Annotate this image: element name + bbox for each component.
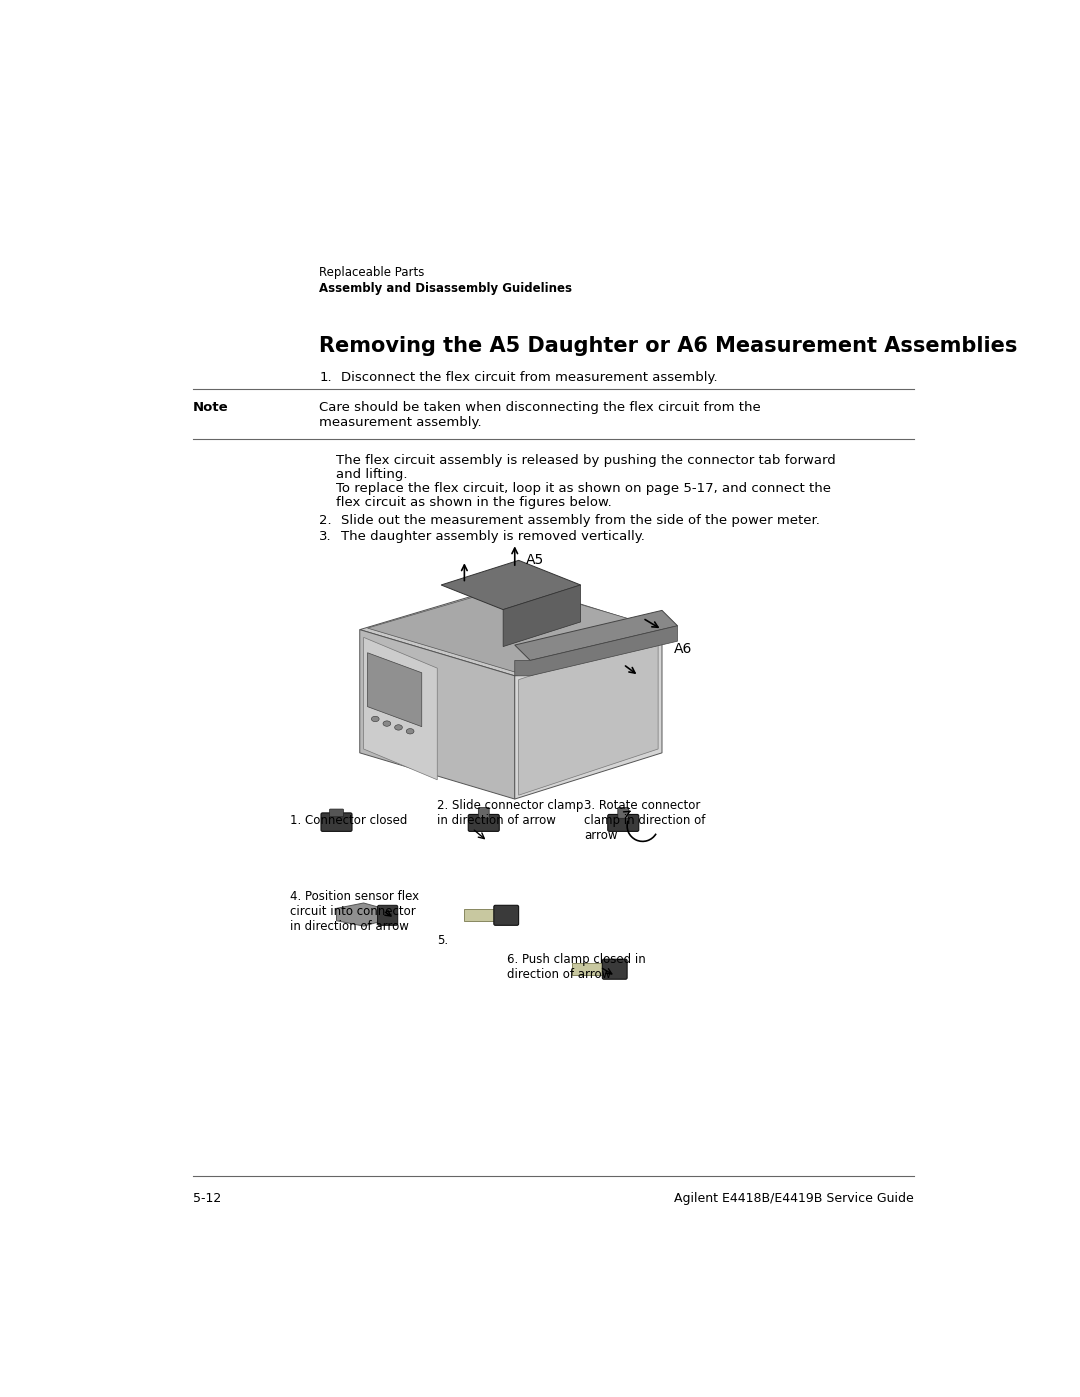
- Text: Assembly and Disassembly Guidelines: Assembly and Disassembly Guidelines: [320, 282, 572, 295]
- Polygon shape: [364, 637, 437, 780]
- Text: The daughter assembly is removed vertically.: The daughter assembly is removed vertica…: [341, 529, 645, 542]
- FancyBboxPatch shape: [469, 814, 499, 831]
- FancyBboxPatch shape: [378, 905, 397, 925]
- Polygon shape: [515, 630, 662, 799]
- Polygon shape: [337, 902, 383, 926]
- Text: Agilent E4418B/E4419B Service Guide: Agilent E4418B/E4419B Service Guide: [674, 1192, 914, 1204]
- Text: The flex circuit assembly is released by pushing the connector tab forward: The flex circuit assembly is released by…: [337, 454, 836, 467]
- Text: To replace the flex circuit, loop it as shown on page 5-17, and connect the: To replace the flex circuit, loop it as …: [337, 482, 832, 495]
- Polygon shape: [367, 652, 422, 726]
- Polygon shape: [515, 626, 677, 676]
- Text: 3.: 3.: [320, 529, 332, 542]
- Text: A6: A6: [674, 641, 692, 655]
- Text: flex circuit as shown in the figures below.: flex circuit as shown in the figures bel…: [337, 496, 612, 509]
- Text: 4. Position sensor flex
circuit into connector
in direction of arrow: 4. Position sensor flex circuit into con…: [291, 890, 419, 933]
- Ellipse shape: [406, 729, 414, 733]
- Text: Note: Note: [193, 401, 229, 414]
- Text: 3. Rotate connector
clamp in direction of
arrow: 3. Rotate connector clamp in direction o…: [584, 799, 706, 842]
- Text: 5.: 5.: [437, 933, 448, 947]
- Polygon shape: [360, 630, 515, 799]
- Text: Care should be taken when disconnecting the flex circuit from the
measurement as: Care should be taken when disconnecting …: [320, 401, 761, 429]
- Ellipse shape: [394, 725, 403, 731]
- FancyBboxPatch shape: [478, 807, 489, 819]
- Text: A5: A5: [526, 553, 544, 567]
- Polygon shape: [515, 610, 677, 661]
- FancyBboxPatch shape: [608, 814, 638, 831]
- FancyBboxPatch shape: [603, 960, 627, 979]
- Polygon shape: [441, 560, 581, 609]
- Text: 2.: 2.: [320, 514, 332, 527]
- Text: Slide out the measurement assembly from the side of the power meter.: Slide out the measurement assembly from …: [341, 514, 820, 527]
- FancyBboxPatch shape: [329, 809, 343, 817]
- Polygon shape: [367, 585, 661, 672]
- Ellipse shape: [383, 721, 391, 726]
- Text: 6. Push clamp closed in
direction of arrow: 6. Push clamp closed in direction of arr…: [507, 953, 646, 981]
- FancyBboxPatch shape: [494, 905, 518, 925]
- Text: 1. Connector closed: 1. Connector closed: [291, 814, 407, 827]
- Ellipse shape: [372, 717, 379, 722]
- Text: 2. Slide connector clamp
in direction of arrow: 2. Slide connector clamp in direction of…: [437, 799, 583, 827]
- Polygon shape: [360, 584, 662, 676]
- FancyBboxPatch shape: [463, 909, 504, 922]
- FancyBboxPatch shape: [321, 813, 352, 831]
- Text: Replaceable Parts: Replaceable Parts: [320, 267, 424, 279]
- Text: Removing the A5 Daughter or A6 Measurement Assemblies: Removing the A5 Daughter or A6 Measureme…: [320, 335, 1017, 355]
- Text: 1.: 1.: [320, 372, 332, 384]
- Polygon shape: [518, 633, 658, 795]
- FancyBboxPatch shape: [572, 963, 612, 975]
- Text: and lifting.: and lifting.: [337, 468, 408, 481]
- Text: 5-12: 5-12: [193, 1192, 221, 1204]
- FancyBboxPatch shape: [618, 807, 629, 819]
- Text: Disconnect the flex circuit from measurement assembly.: Disconnect the flex circuit from measure…: [341, 372, 718, 384]
- Polygon shape: [503, 585, 581, 647]
